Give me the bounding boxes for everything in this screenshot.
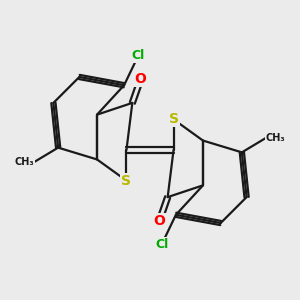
Text: S: S (122, 174, 131, 188)
Text: O: O (135, 72, 146, 86)
Text: CH₃: CH₃ (266, 133, 285, 143)
Text: S: S (169, 112, 178, 126)
Text: Cl: Cl (155, 238, 168, 251)
Text: CH₃: CH₃ (15, 157, 34, 167)
Text: Cl: Cl (132, 49, 145, 62)
Text: O: O (154, 214, 165, 228)
